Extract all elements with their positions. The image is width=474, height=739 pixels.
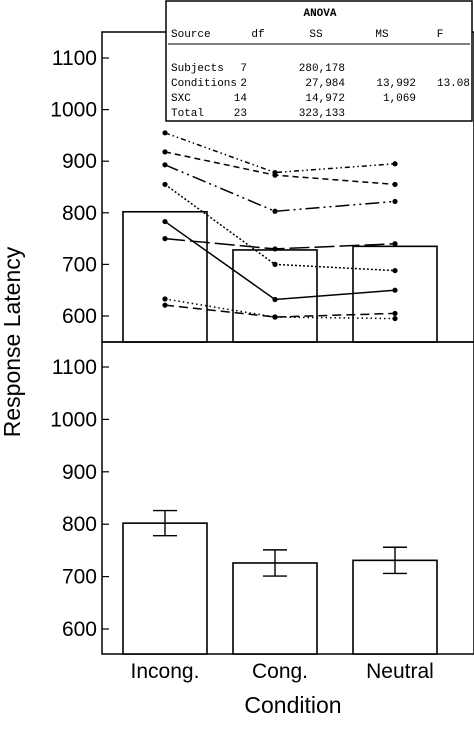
y-tick-label-bottom: 600 — [62, 618, 97, 641]
y-axis-title: Response Latency — [0, 246, 25, 437]
anova-header-cell: F — [437, 29, 444, 41]
subject-point — [272, 172, 278, 178]
subject-point — [162, 181, 168, 188]
anova-cell: 27,984 — [305, 78, 345, 90]
subject-line-3 — [164, 164, 396, 213]
anova-cell: Total — [171, 108, 204, 120]
subject-point — [392, 310, 398, 317]
subject-point — [392, 241, 398, 247]
subject-point — [162, 162, 168, 168]
subject-point — [272, 314, 278, 320]
y-tick-label-bottom: 900 — [62, 461, 97, 484]
y-tick-label-top: 700 — [62, 253, 97, 276]
y-tick-label-bottom: 800 — [62, 513, 97, 536]
anova-cell: Conditions — [171, 78, 237, 90]
subject-point — [272, 296, 278, 303]
subject-point — [392, 287, 398, 293]
y-tick-label-bottom: 700 — [62, 566, 97, 589]
subject-point — [272, 246, 278, 252]
subject-point — [392, 267, 398, 274]
anova-cell: 323,133 — [299, 108, 345, 120]
top-bar-3 — [352, 245, 438, 343]
x-tick-label: Neutral — [366, 660, 434, 683]
anova-cell: 14,972 — [305, 93, 345, 105]
subject-point — [162, 236, 168, 242]
anova-header-cell: MS — [375, 29, 389, 41]
y-tick-label-bottom: 1000 — [50, 408, 97, 431]
y-tick-label-top: 900 — [62, 150, 97, 173]
anova-table-frame — [165, 0, 473, 122]
anova-cell: 13.08 — [437, 78, 470, 90]
anova-cell: 23 — [234, 108, 247, 120]
y-tick-label-top: 800 — [62, 202, 97, 225]
anova-header-cell: SS — [309, 29, 323, 41]
anova-header-cell: df — [251, 29, 264, 41]
anova-table: ANOVA Source df SS MS F Subjects 7 280,178 Condi… — [165, 0, 473, 122]
bottom-panel: 600 700 800 900 1000 1100 — [50, 341, 474, 655]
y-tick-label-top: 600 — [62, 305, 97, 328]
anova-cell: 13,992 — [376, 78, 416, 90]
subject-point — [162, 302, 168, 308]
x-tick-label: Incong. — [131, 660, 200, 683]
anova-cell: 2 — [240, 78, 247, 90]
bottom-bar-2 — [232, 562, 318, 655]
subject-point — [272, 261, 278, 267]
subject-point — [162, 149, 168, 155]
subject-point — [162, 130, 168, 136]
anova-cell: 1,069 — [383, 93, 416, 105]
bottom-bar-1 — [122, 522, 208, 655]
bottom-bar-3 — [352, 559, 438, 655]
anova-cell: 7 — [240, 63, 247, 75]
anova-cell: 14 — [234, 93, 248, 105]
subject-point — [392, 181, 398, 188]
subject-line-8 — [164, 304, 396, 318]
anova-header-cell: Source — [171, 29, 211, 41]
y-tick-label-top: 1100 — [52, 47, 97, 70]
subject-point — [162, 296, 168, 302]
subject-line-7 — [164, 298, 396, 320]
subject-point — [162, 218, 168, 225]
subject-point — [392, 315, 398, 322]
y-tick-label-bottom: 1100 — [52, 356, 97, 379]
subject-point — [392, 161, 398, 167]
top-bar-1 — [122, 210, 208, 343]
anova-cell: Subjects — [171, 63, 224, 75]
subject-line-1 — [164, 132, 396, 174]
anova-cell: 280,178 — [299, 63, 345, 75]
subject-point — [272, 208, 278, 214]
top-panel: 600 700 800 900 1000 1100 ANOVA Source df SS MS F… — [50, 0, 474, 343]
subject-point — [392, 198, 398, 205]
anova-title: ANOVA — [303, 8, 336, 20]
x-tick-label: Cong. — [252, 660, 308, 683]
x-axis-title: Condition — [244, 692, 341, 718]
anova-cell: SXC — [171, 93, 191, 105]
y-tick-label-top: 1000 — [50, 99, 97, 122]
